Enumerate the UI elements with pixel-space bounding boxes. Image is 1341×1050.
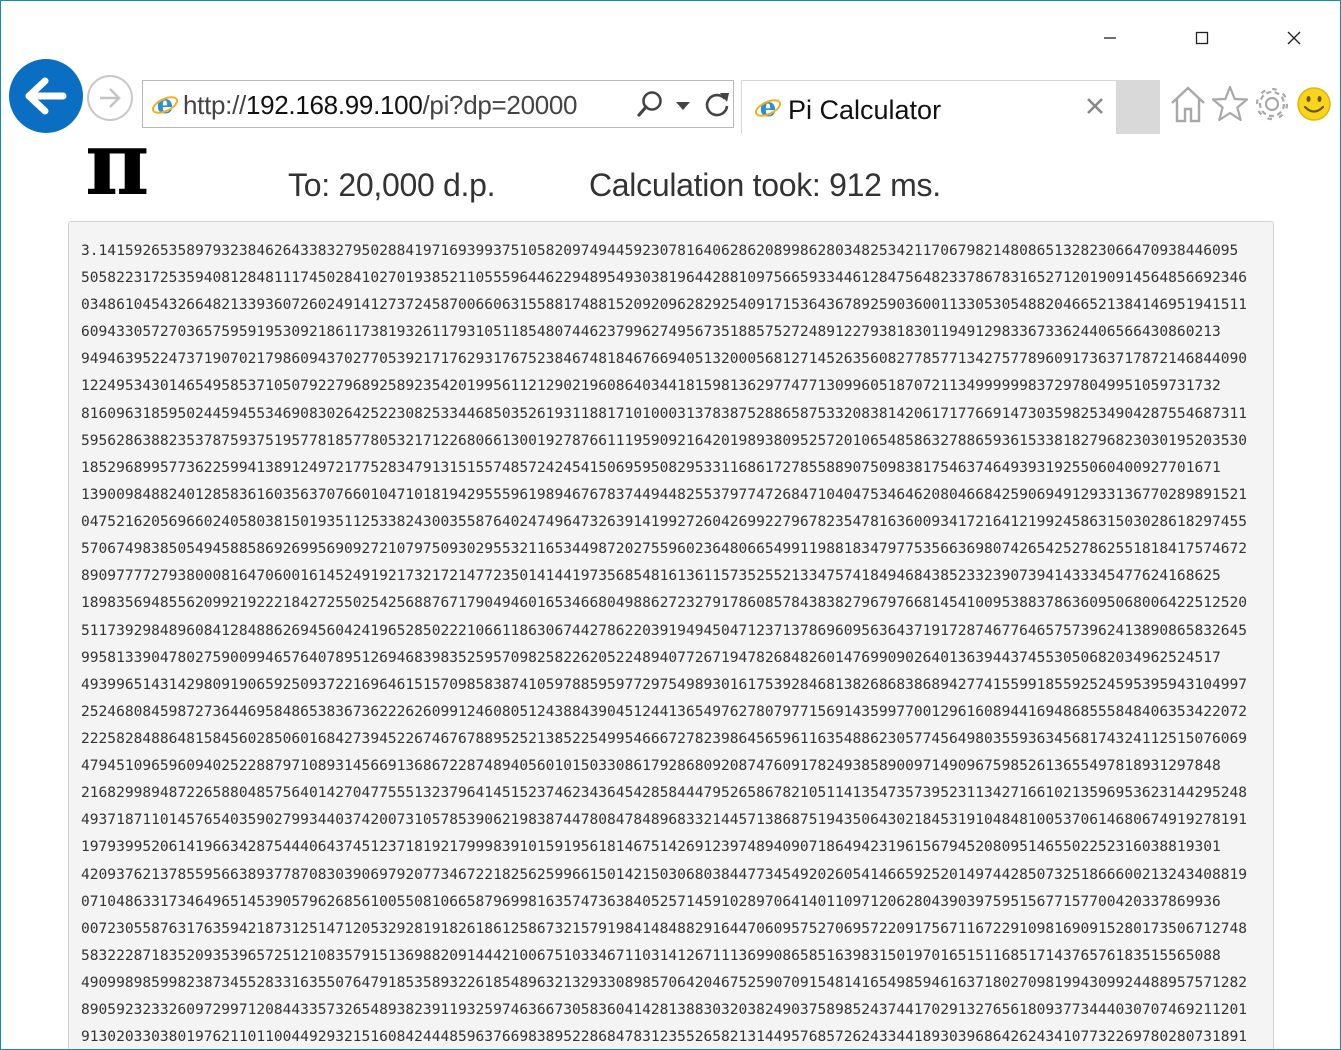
dropdown-icon[interactable] xyxy=(674,101,692,111)
digit-line: 4937187110145765403590279934403742007310… xyxy=(81,811,1248,828)
back-arrow-icon xyxy=(25,77,67,115)
close-icon xyxy=(1287,31,1301,45)
digit-line: 1390098488240128583616035637076601047101… xyxy=(81,486,1248,503)
digit-line: 2225828488648158456028506016842739452267… xyxy=(81,730,1248,747)
address-url[interactable]: http://192.168.99.100/pi?dp=20000 xyxy=(183,90,578,121)
settings-gear-icon[interactable] xyxy=(1253,84,1291,124)
minimize-icon xyxy=(1104,37,1116,39)
digit-line: 5956286388235378759375195778185778053217… xyxy=(81,432,1248,449)
digit-line: 1898356948556209921922218427255025425688… xyxy=(81,594,1248,611)
ie-logo-icon: e xyxy=(151,91,179,119)
back-button[interactable] xyxy=(9,59,83,133)
forward-arrow-icon xyxy=(100,88,121,108)
digit-line: 8905923233260972997120844335732654893823… xyxy=(81,1001,1248,1018)
digit-line: 6094330572703657595919530921861173819326… xyxy=(81,323,1221,340)
digit-line: 4794510965960940252288797108931456691368… xyxy=(81,757,1221,774)
timing-text: Calculation took: 912 ms. xyxy=(589,167,941,203)
feedback-smiley-icon[interactable] xyxy=(1295,84,1333,124)
digit-line: 3.14159265358979323846264338327950288419… xyxy=(81,242,1239,259)
digit-line: 5117392984896084128488626945604241965285… xyxy=(81,622,1248,639)
digit-line: 9958133904780275900994657640789512694683… xyxy=(81,649,1221,666)
digit-line: 9130203303801976211011004492932151608424… xyxy=(81,1028,1248,1045)
close-tab-icon[interactable] xyxy=(1084,95,1106,117)
digit-line: 4909989859982387345528331635507647918535… xyxy=(81,974,1248,991)
digit-line: 2168299894872265880485756401427047755513… xyxy=(81,784,1248,801)
digit-line: 4939965143142980919065925093722169646151… xyxy=(81,676,1248,693)
digit-line: 0710486331734649651453905796268561005508… xyxy=(81,893,1221,910)
tab-pi-calculator[interactable]: e Pi Calculator xyxy=(741,80,1117,134)
forward-button[interactable] xyxy=(87,75,133,121)
address-scheme: http:// xyxy=(183,90,246,120)
home-icon[interactable] xyxy=(1169,84,1207,124)
maximize-icon xyxy=(1195,31,1209,45)
tab-title: Pi Calculator xyxy=(788,95,942,125)
digit-line: 0475216205696602405803815019351125338243… xyxy=(81,513,1248,530)
pi-symbol: π xyxy=(85,111,150,215)
digit-line: 8160963185950244594553469083026425223082… xyxy=(81,405,1248,422)
digit-line: 2524680845987273644695848653836736222626… xyxy=(81,703,1248,720)
precision-text: To: 20,000 d.p. xyxy=(288,167,496,203)
digit-line: 1224953430146549585371050792279689258923… xyxy=(81,377,1221,394)
digit-line: 1852968995773622599413891249721775283479… xyxy=(81,459,1221,476)
address-bar[interactable]: e http://192.168.99.100/pi?dp=20000 xyxy=(142,80,734,128)
address-host: 192.168.99.100 xyxy=(245,90,423,120)
pi-digits-panel: 3.14159265358979323846264338327950288419… xyxy=(68,221,1274,1049)
digit-line: 8909777727938000816470600161452491921732… xyxy=(81,567,1221,584)
digit-line: 0348610454326648213393607260249141273724… xyxy=(81,296,1248,313)
digit-line: 0072305587631763594218731251471205329281… xyxy=(81,920,1248,937)
new-tab-button[interactable] xyxy=(1117,80,1160,134)
digit-line: 4209376213785595663893778708303906979207… xyxy=(81,866,1248,883)
search-icon[interactable] xyxy=(635,89,665,119)
digit-line: 5832228718352093539657251210835791513698… xyxy=(81,947,1221,964)
digit-line: 1979399520614196634287544406437451237181… xyxy=(81,838,1221,855)
address-path: /pi?dp=20000 xyxy=(422,90,578,120)
window-caption-buttons xyxy=(1064,23,1340,53)
close-window-button[interactable] xyxy=(1248,23,1340,53)
digit-line: 5706749838505494588586926995690927210797… xyxy=(81,540,1248,557)
favorites-star-icon[interactable] xyxy=(1211,84,1249,124)
maximize-button[interactable] xyxy=(1156,23,1248,53)
refresh-icon[interactable] xyxy=(702,89,732,119)
digit-line: 5058223172535940812848111745028410270193… xyxy=(81,269,1248,286)
ie-logo-icon: e xyxy=(754,94,782,122)
minimize-button[interactable] xyxy=(1064,23,1156,53)
svg-text:e: e xyxy=(157,91,174,119)
digit-line: 9494639522473719070217986094370277053921… xyxy=(81,350,1248,367)
svg-text:e: e xyxy=(760,94,777,122)
